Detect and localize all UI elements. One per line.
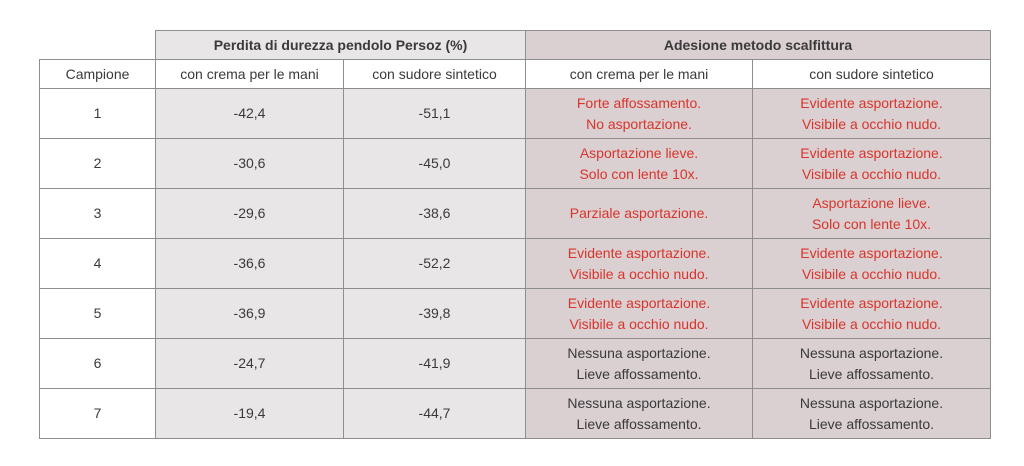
result-line: Solo con lente 10x. xyxy=(579,165,699,182)
adhesion-sweat-result: Evidente asportazione. Visibile a occhio … xyxy=(752,288,991,339)
adhesion-sweat-result: Nessuna asportazione. Lieve affossamento. xyxy=(752,388,991,439)
persoz-hand-cream-value: -30,6 xyxy=(155,138,344,189)
persoz-group-header: Perdita di durezza pendolo Persoz (%) xyxy=(155,30,526,60)
result-line: Solo con lente 10x. xyxy=(811,215,932,232)
adhesion-sweat-result: Evidente asportazione. Visibile a occhio … xyxy=(752,138,991,189)
result-line: Nessuna asportazione. xyxy=(799,394,944,411)
persoz-sweat-value: -51,1 xyxy=(343,88,526,139)
adhesion-group-header: Adesione metodo scalfittura xyxy=(525,30,991,60)
result-line: Lieve affossamento. xyxy=(576,415,702,432)
result-line: Visibile a occhio nudo. xyxy=(801,115,942,132)
persoz-hand-cream-value: -19,4 xyxy=(155,388,344,439)
persoz-sweat-header: con sudore sintetico xyxy=(343,59,526,89)
result-line: Evidente asportazione. xyxy=(567,244,711,261)
adhesion-sweat-result: Evidente asportazione. Visibile a occhio … xyxy=(752,238,991,289)
persoz-sweat-value: -44,7 xyxy=(343,388,526,439)
table-row: 2 -30,6 -45,0 Asportazione lieve. Solo con l… xyxy=(39,138,991,189)
adhesion-sweat-result: Evidente asportazione. Visibile a occhio … xyxy=(752,88,991,139)
result-line: Evidente asportazione. xyxy=(800,244,943,261)
result-line: Visibile a occhio nudo. xyxy=(569,315,709,332)
persoz-hand-cream-value: -36,6 xyxy=(155,238,344,289)
sample-id-cell: 3 xyxy=(39,188,156,239)
result-line: Visibile a occhio nudo. xyxy=(801,265,942,282)
result-line: Evidente asportazione. xyxy=(800,294,943,311)
persoz-hand-cream-value: -36,9 xyxy=(155,288,344,339)
result-line: Forte affossamento. xyxy=(576,94,702,111)
result-line: Lieve affossamento. xyxy=(808,365,935,382)
result-line: Nessuna asportazione. xyxy=(567,394,711,411)
result-line: Asportazione lieve. xyxy=(579,144,699,161)
sample-id-cell: 4 xyxy=(39,238,156,289)
adhesion-hand-cream-result: Parziale asportazione. xyxy=(525,188,753,239)
result-line: Asportazione lieve. xyxy=(812,194,931,211)
results-table: Perdita di durezza pendolo Persoz (%) Ad… xyxy=(39,30,991,439)
adhesion-hand-cream-result: Forte affossamento. No asportazione. xyxy=(525,88,753,139)
adhesion-hand-cream-result: Asportazione lieve. Solo con lente 10x. xyxy=(525,138,753,189)
table-row: 5 -36,9 -39,8 Evidente asportazione. Visibil… xyxy=(39,288,991,339)
table-body: 1 -42,4 -51,1 Forte affossamento. No asporta… xyxy=(39,88,991,439)
sample-id-cell: 5 xyxy=(39,288,156,339)
adhesion-sweat-header: con sudore sintetico xyxy=(752,59,991,89)
table-row: 7 -19,4 -44,7 Nessuna asportazione. Lieve af… xyxy=(39,388,991,439)
result-line: Visibile a occhio nudo. xyxy=(801,165,942,182)
persoz-sweat-value: -52,2 xyxy=(343,238,526,289)
adhesion-hand-cream-result: Nessuna asportazione. Lieve affossamento. xyxy=(525,338,753,389)
result-line: Visibile a occhio nudo. xyxy=(569,265,709,282)
persoz-sweat-value: -38,6 xyxy=(343,188,526,239)
table-row: 4 -36,6 -52,2 Evidente asportazione. Visibil… xyxy=(39,238,991,289)
corner-cell xyxy=(39,30,156,60)
table-row: 6 -24,7 -41,9 Nessuna asportazione. Lieve af… xyxy=(39,338,991,389)
result-line: Evidente asportazione. xyxy=(800,144,943,161)
result-line: No asportazione. xyxy=(586,115,692,132)
adhesion-sweat-result: Asportazione lieve. Solo con lente 10x. xyxy=(752,188,991,239)
persoz-hand-cream-value: -42,4 xyxy=(155,88,344,139)
persoz-hand-cream-value: -29,6 xyxy=(155,188,344,239)
result-line: Lieve affossamento. xyxy=(576,365,702,382)
persoz-sweat-value: -41,9 xyxy=(343,338,526,389)
adhesion-hand-cream-header: con crema per le mani xyxy=(525,59,753,89)
result-line: Evidente asportazione. xyxy=(567,294,711,311)
result-line: Evidente asportazione. xyxy=(800,94,943,111)
sample-id-cell: 2 xyxy=(39,138,156,189)
adhesion-hand-cream-result: Evidente asportazione. Visibile a occhio … xyxy=(525,288,753,339)
persoz-sweat-value: -39,8 xyxy=(343,288,526,339)
sample-id-cell: 6 xyxy=(39,338,156,389)
result-line: Nessuna asportazione. xyxy=(567,344,711,361)
sample-column-header: Campione xyxy=(39,59,156,89)
sample-id-cell: 7 xyxy=(39,388,156,439)
result-line: Lieve affossamento. xyxy=(808,415,935,432)
table-row: 3 -29,6 -38,6 Parziale asportazione. Asporta… xyxy=(39,188,991,239)
persoz-sweat-value: -45,0 xyxy=(343,138,526,189)
table-row: 1 -42,4 -51,1 Forte affossamento. No asporta… xyxy=(39,88,991,139)
adhesion-hand-cream-result: Nessuna asportazione. Lieve affossamento. xyxy=(525,388,753,439)
result-line: Visibile a occhio nudo. xyxy=(801,315,942,332)
adhesion-sweat-result: Nessuna asportazione. Lieve affossamento. xyxy=(752,338,991,389)
sample-id-cell: 1 xyxy=(39,88,156,139)
adhesion-hand-cream-result: Evidente asportazione. Visibile a occhio … xyxy=(525,238,753,289)
result-line: Nessuna asportazione. xyxy=(799,344,944,361)
result-line: Parziale asportazione. xyxy=(569,205,709,221)
persoz-hand-cream-header: con crema per le mani xyxy=(155,59,344,89)
persoz-hand-cream-value: -24,7 xyxy=(155,338,344,389)
